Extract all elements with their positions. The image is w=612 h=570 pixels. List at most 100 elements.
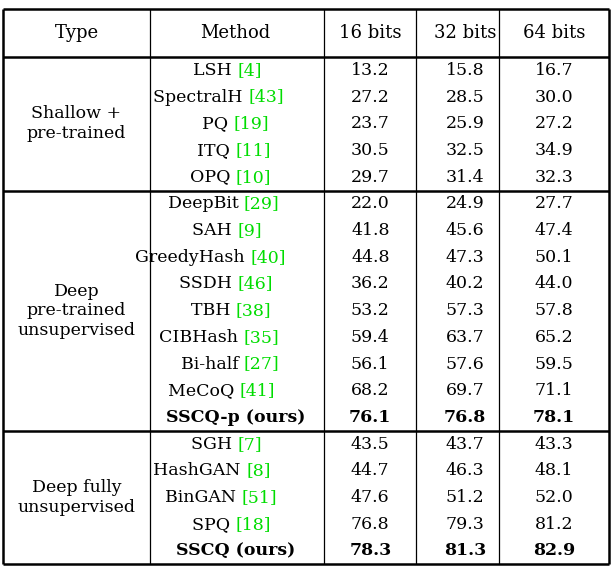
Text: 57.6: 57.6 — [446, 356, 485, 373]
Text: [10]: [10] — [236, 169, 271, 186]
Text: 48.1: 48.1 — [535, 462, 573, 479]
Text: 78.3: 78.3 — [349, 543, 392, 559]
Text: 44.0: 44.0 — [535, 275, 573, 292]
Text: [40]: [40] — [250, 249, 286, 266]
Text: 28.5: 28.5 — [446, 88, 485, 105]
Text: 53.2: 53.2 — [351, 302, 390, 319]
Text: 31.4: 31.4 — [446, 169, 485, 186]
Text: 78.1: 78.1 — [532, 409, 575, 426]
Text: HashGAN: HashGAN — [153, 462, 246, 479]
Text: 32.5: 32.5 — [446, 142, 485, 159]
Text: [35]: [35] — [244, 329, 280, 346]
Text: 16 bits: 16 bits — [339, 24, 401, 42]
Text: 34.9: 34.9 — [534, 142, 573, 159]
Text: 30.5: 30.5 — [351, 142, 390, 159]
Text: [38]: [38] — [236, 302, 271, 319]
Text: 57.3: 57.3 — [446, 302, 485, 319]
Text: 76.1: 76.1 — [349, 409, 392, 426]
Text: 44.8: 44.8 — [351, 249, 389, 266]
Text: [29]: [29] — [244, 196, 280, 213]
Text: 27.2: 27.2 — [351, 88, 390, 105]
Text: 25.9: 25.9 — [446, 115, 485, 132]
Text: 15.8: 15.8 — [446, 62, 485, 79]
Text: 13.2: 13.2 — [351, 62, 390, 79]
Text: 47.4: 47.4 — [534, 222, 573, 239]
Text: 59.4: 59.4 — [351, 329, 390, 346]
Text: 69.7: 69.7 — [446, 382, 485, 399]
Text: [19]: [19] — [234, 115, 269, 132]
Text: 27.2: 27.2 — [534, 115, 573, 132]
Text: Deep
pre-trained
unsupervised: Deep pre-trained unsupervised — [18, 283, 135, 339]
Text: SPQ: SPQ — [192, 516, 236, 533]
Text: 16.7: 16.7 — [534, 62, 573, 79]
Text: 47.6: 47.6 — [351, 489, 390, 506]
Text: 79.3: 79.3 — [446, 516, 485, 533]
Text: SSDH: SSDH — [179, 275, 237, 292]
Text: [27]: [27] — [244, 356, 280, 373]
Text: 46.3: 46.3 — [446, 462, 485, 479]
Text: [46]: [46] — [237, 275, 273, 292]
Text: 71.1: 71.1 — [534, 382, 573, 399]
Text: [41]: [41] — [240, 382, 275, 399]
Text: 32.3: 32.3 — [534, 169, 573, 186]
Text: Shallow +
pre-trained: Shallow + pre-trained — [27, 105, 126, 142]
Text: DeepBit: DeepBit — [168, 196, 244, 213]
Text: Type: Type — [54, 24, 99, 42]
Text: [18]: [18] — [236, 516, 271, 533]
Text: 23.7: 23.7 — [351, 115, 390, 132]
Text: [8]: [8] — [246, 462, 271, 479]
Text: 24.9: 24.9 — [446, 196, 485, 213]
Text: ITQ: ITQ — [197, 142, 236, 159]
Text: Deep fully
unsupervised: Deep fully unsupervised — [18, 479, 135, 516]
Text: 81.3: 81.3 — [444, 543, 487, 559]
Text: 68.2: 68.2 — [351, 382, 390, 399]
Text: SSCQ (ours): SSCQ (ours) — [176, 543, 295, 559]
Text: 43.5: 43.5 — [351, 435, 390, 453]
Text: 51.2: 51.2 — [446, 489, 485, 506]
Text: 22.0: 22.0 — [351, 196, 390, 213]
Text: 43.7: 43.7 — [446, 435, 485, 453]
Text: 59.5: 59.5 — [534, 356, 573, 373]
Text: 36.2: 36.2 — [351, 275, 390, 292]
Text: Method: Method — [201, 24, 271, 42]
Text: 29.7: 29.7 — [351, 169, 390, 186]
Text: 56.1: 56.1 — [351, 356, 390, 373]
Text: 81.2: 81.2 — [534, 516, 573, 533]
Text: 43.3: 43.3 — [534, 435, 573, 453]
Text: [11]: [11] — [236, 142, 271, 159]
Text: [51]: [51] — [242, 489, 277, 506]
Text: 65.2: 65.2 — [534, 329, 573, 346]
Text: TBH: TBH — [190, 302, 236, 319]
Text: 50.1: 50.1 — [534, 249, 573, 266]
Text: OPQ: OPQ — [190, 169, 236, 186]
Text: PQ: PQ — [202, 115, 234, 132]
Text: [7]: [7] — [237, 435, 263, 453]
Text: [4]: [4] — [237, 62, 262, 79]
Text: 63.7: 63.7 — [446, 329, 485, 346]
Text: Bi-half: Bi-half — [181, 356, 244, 373]
Text: 30.0: 30.0 — [534, 88, 573, 105]
Text: SAH: SAH — [192, 222, 237, 239]
Text: 82.9: 82.9 — [532, 543, 575, 559]
Text: 47.3: 47.3 — [446, 249, 485, 266]
Text: CIBHash: CIBHash — [160, 329, 244, 346]
Text: 57.8: 57.8 — [534, 302, 573, 319]
Text: [9]: [9] — [237, 222, 263, 239]
Text: BinGAN: BinGAN — [165, 489, 242, 506]
Text: SSCQ-p (ours): SSCQ-p (ours) — [166, 409, 305, 426]
Text: 52.0: 52.0 — [534, 489, 573, 506]
Text: [43]: [43] — [248, 88, 284, 105]
Text: SGH: SGH — [191, 435, 237, 453]
Text: 45.6: 45.6 — [446, 222, 485, 239]
Text: MeCoQ: MeCoQ — [168, 382, 240, 399]
Text: 64 bits: 64 bits — [523, 24, 585, 42]
Text: 41.8: 41.8 — [351, 222, 389, 239]
Text: GreedyHash: GreedyHash — [135, 249, 250, 266]
Text: 76.8: 76.8 — [444, 409, 487, 426]
Text: 32 bits: 32 bits — [434, 24, 496, 42]
Text: SpectralH: SpectralH — [153, 88, 248, 105]
Text: LSH: LSH — [193, 62, 237, 79]
Text: 40.2: 40.2 — [446, 275, 485, 292]
Text: 27.7: 27.7 — [534, 196, 573, 213]
Text: 76.8: 76.8 — [351, 516, 390, 533]
